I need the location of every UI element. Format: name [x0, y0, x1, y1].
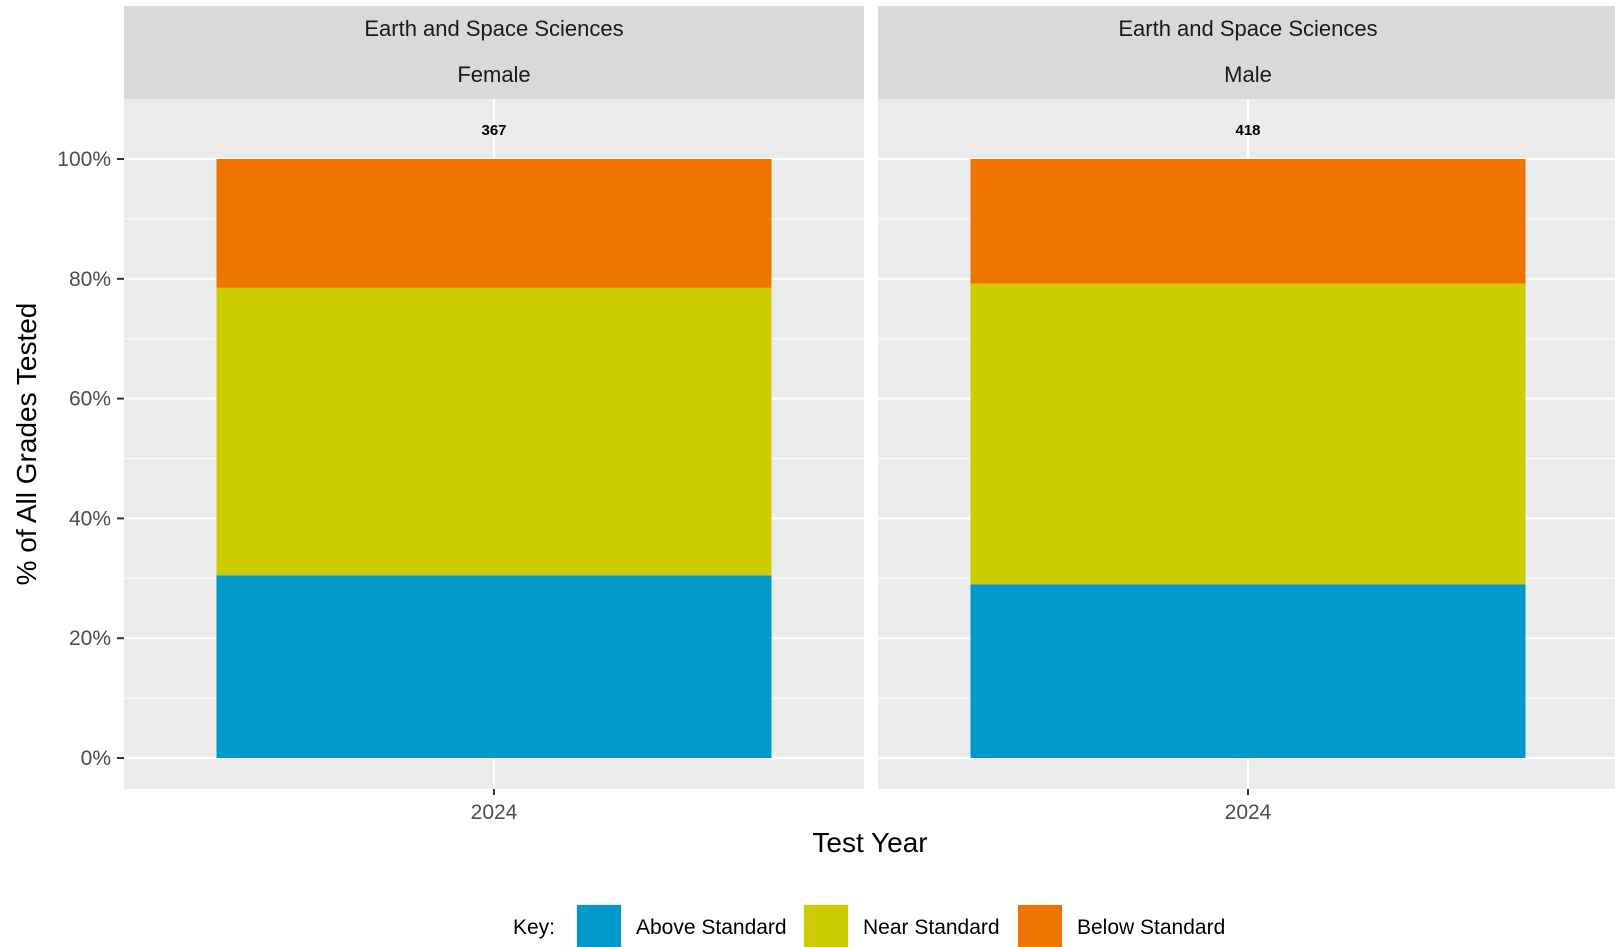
x-tick-label: 2024	[471, 801, 518, 824]
legend: Key: Above Standard Near Standard Below Sta…	[513, 904, 1225, 947]
y-tick-label: 40%	[69, 507, 111, 530]
legend-label-below-standard: Below Standard	[1077, 916, 1225, 939]
facet-strip	[878, 6, 1615, 99]
facet-strip-group: Female	[457, 62, 530, 87]
legend-swatch-near-standard	[804, 905, 848, 947]
bar-segment-above-standard	[216, 575, 772, 758]
bar-segment-above-standard	[970, 584, 1526, 758]
y-axis-title: % of All Grades Tested	[11, 303, 42, 586]
y-tick-label: 0%	[81, 747, 111, 770]
legend-label-above-standard: Above Standard	[636, 916, 787, 939]
y-tick-label: 20%	[69, 627, 111, 650]
facet-panel-male: Earth and Space Sciences Male 418 2024	[878, 6, 1615, 824]
facet-strip-group: Male	[1224, 62, 1272, 87]
x-axis-title: Test Year	[812, 827, 927, 858]
y-tick-label: 80%	[69, 268, 111, 291]
y-axis: 0% 20% 40% 60% 80% 100%	[57, 148, 124, 770]
legend-label-near-standard: Near Standard	[863, 916, 1000, 939]
count-label: 418	[1235, 122, 1260, 139]
bar-segment-near-standard	[216, 287, 772, 576]
bar-segment-below-standard	[216, 159, 772, 288]
panels-layer: Earth and Space SciencesFemale3672024Ear…	[124, 6, 1615, 824]
facet-strip-subject: Earth and Space Sciences	[1118, 16, 1377, 41]
bar-segment-near-standard	[970, 283, 1526, 585]
bar-segment-below-standard	[970, 159, 1526, 284]
y-tick-label: 100%	[57, 148, 111, 171]
legend-title: Key:	[513, 916, 555, 939]
facet-strip-subject: Earth and Space Sciences	[364, 16, 623, 41]
count-label: 367	[481, 122, 506, 139]
x-tick-label: 2024	[1225, 801, 1272, 824]
facet-panel-female: Earth and Space Sciences Female 367 2024	[124, 6, 864, 824]
y-tick-label: 60%	[69, 388, 111, 411]
legend-swatch-below-standard	[1018, 905, 1062, 947]
facet-strip	[124, 6, 864, 99]
legend-swatch-above-standard	[577, 905, 621, 947]
